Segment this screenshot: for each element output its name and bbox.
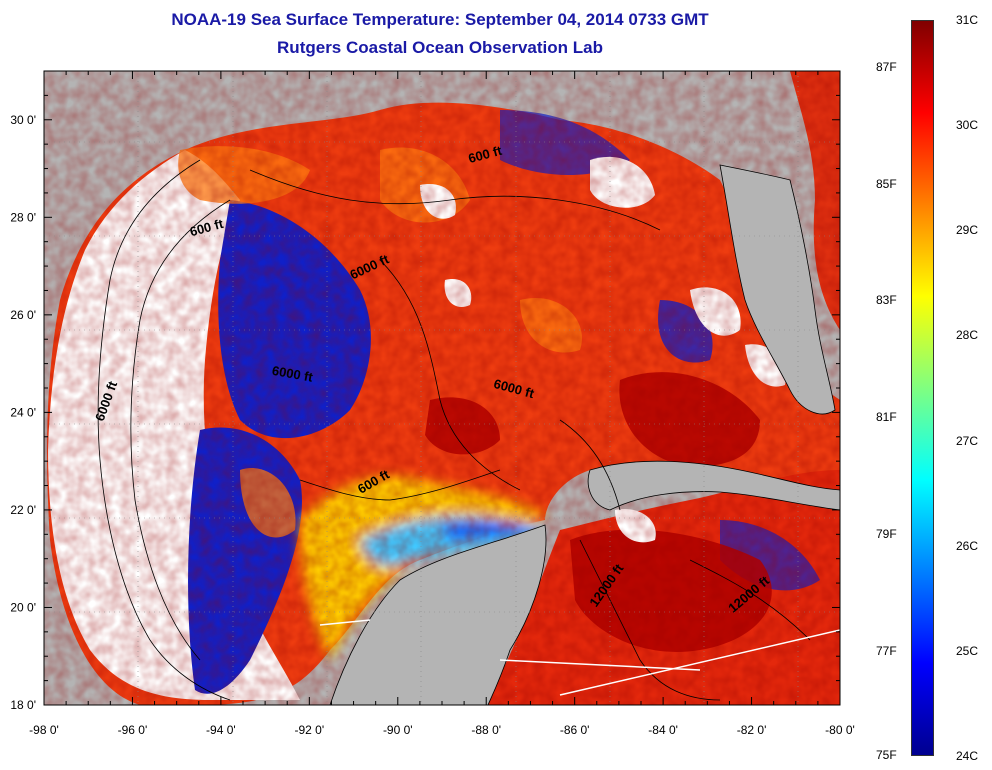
celsius-label: 27C	[956, 433, 979, 448]
fahrenheit-label: 75F	[876, 748, 897, 762]
lon-tick-label: -94 0'	[206, 723, 236, 737]
fahrenheit-label: 81F	[876, 410, 897, 425]
map-title: NOAA-19 Sea Surface Temperature: Septemb…	[171, 10, 709, 29]
celsius-label: 31C	[956, 13, 979, 27]
lon-tick-label: -92 0'	[295, 723, 325, 737]
depth-contours	[97, 159, 811, 701]
lon-tick-label: -96 0'	[118, 723, 148, 737]
longitude-axis: -98 0' -96 0' -94 0' -92 0' -90 0' -88 0' -86 …	[29, 71, 855, 737]
cuba-land	[587, 460, 840, 511]
celsius-label: 28C	[956, 328, 979, 343]
lat-tick-label: 30 0'	[10, 113, 36, 127]
fahrenheit-label: 79F	[876, 527, 897, 542]
latitude-axis: 18 0' 20 0' 22 0' 24 0' 26 0' 28 0' 30 0'	[10, 70, 840, 712]
color-scale-bar	[911, 20, 934, 756]
celsius-label: 26C	[956, 538, 979, 553]
lon-tick-label: -86 0'	[560, 723, 590, 737]
contour-label: 6000 ft	[271, 363, 315, 385]
lon-tick-label: -98 0'	[29, 723, 59, 737]
lat-tick-label: 22 0'	[10, 503, 36, 517]
lon-tick-label: -88 0'	[471, 723, 501, 737]
fahrenheit-label: 87F	[876, 59, 897, 74]
celsius-label: 30C	[956, 118, 979, 133]
fahrenheit-label: 85F	[876, 176, 897, 191]
lat-tick-label: 20 0'	[10, 600, 36, 614]
scan-lines	[319, 619, 840, 696]
map-subtitle: Rutgers Coastal Ocean Observation Lab	[277, 38, 603, 57]
fahrenheit-label: 83F	[876, 293, 897, 308]
map-grid	[44, 71, 840, 705]
lon-tick-label: -80 0'	[825, 723, 855, 737]
lon-tick-label: -84 0'	[648, 723, 678, 737]
celsius-label: 24C	[956, 749, 979, 763]
celsius-label: 25C	[956, 643, 979, 658]
lon-tick-label: -90 0'	[383, 723, 413, 737]
celsius-label: 29C	[956, 223, 979, 238]
lat-tick-label: 24 0'	[10, 405, 36, 419]
fahrenheit-label: 77F	[876, 643, 897, 658]
lat-tick-label: 28 0'	[10, 210, 36, 224]
lat-tick-label: 26 0'	[10, 308, 36, 322]
lat-tick-label: 18 0'	[10, 698, 36, 712]
lon-tick-label: -82 0'	[737, 723, 767, 737]
florida-land	[719, 164, 836, 415]
